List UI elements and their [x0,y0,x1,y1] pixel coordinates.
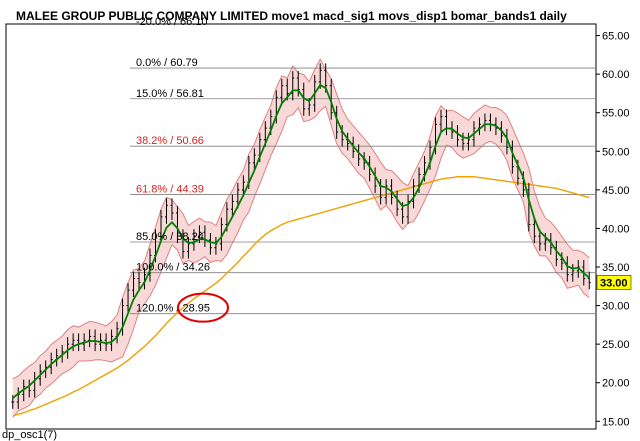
fib-label-2: 15.0% / 56.81 [136,88,204,100]
price-bar [230,194,234,217]
price-bar [208,233,212,255]
y-tick-label: 60.00 [602,69,630,81]
price-bar [126,283,130,313]
price-bar [532,217,536,244]
fib-label-6: 100.0% / 34.26 [136,262,210,274]
price-bar [252,148,256,170]
price-bar [587,271,591,290]
price-bar [175,206,179,244]
y-tick-label: 40.00 [602,223,630,235]
price-bar [110,329,114,352]
price-bar [137,271,141,290]
y-tick-label: 25.00 [602,339,630,351]
y-tick-label: 50.00 [602,146,630,158]
price-bar [384,179,388,205]
price-bar [412,179,416,209]
upper-band-line [12,58,590,380]
current-price-value: 33.00 [600,277,628,289]
price-bar [368,155,372,182]
fibonacci-labels: -20.0% / 66.10 0.0% / 60.79 15.0% / 56.81 3… [136,16,210,315]
short-moving-average [12,83,590,399]
short-ma-line [12,83,590,399]
price-bar [164,198,168,224]
current-price-tag: 33.00 [596,275,632,290]
price-bar [159,209,163,244]
price-bar [571,263,575,282]
long-ma-line [12,176,590,417]
fib-label-3: 38.2% / 50.66 [136,135,204,147]
y-tick-label: 35.00 [602,262,630,274]
y-tick-label: 45.00 [602,185,630,197]
price-bar [560,252,564,271]
fib-label-1: 0.0% / 60.79 [136,57,198,69]
y-tick-label: 30.00 [602,301,630,313]
current-price-background [596,275,632,290]
fib-label-0: -20.0% / 66.10 [136,16,208,28]
y-axis: 15.00 20.00 25.00 30.00 35.00 40.00 45.00 50.00… [596,31,630,428]
fib-label-7: 120.0% / 28.95 [136,303,210,315]
price-bar [406,194,410,224]
price-bar [329,78,333,120]
price-bar [132,271,136,298]
fib-label-5: 85.0% / 38.24 [136,231,204,243]
right-axis-background [596,24,640,429]
price-bar [71,333,75,352]
y-tick-label: 20.00 [602,378,630,390]
price-bar [538,229,542,251]
price-bar [192,229,196,251]
bollinger-bands [12,58,590,418]
y-tick-label: 15.00 [602,416,630,428]
indicator-panel-label: dp_osc1(7) [2,429,58,441]
fibonacci-lines [130,67,596,315]
y-tick-label: 65.00 [602,31,630,43]
price-bar [461,132,465,151]
price-bar [280,78,284,105]
annotation-circle [177,292,229,323]
price-bar [439,109,443,132]
annotation-ellipse [177,292,229,323]
price-bar [291,71,295,101]
price-bar [302,82,306,116]
price-bar [170,198,174,220]
price-bar [219,217,223,251]
long-moving-average [12,176,590,417]
y-tick-label: 55.00 [602,108,630,120]
lower-band-line [12,105,590,418]
chart-title: MALEE GROUP PUBLIC COMPANY LIMITED move1… [16,9,567,23]
fib-label-4: 61.8% / 44.39 [136,184,204,196]
price-bar [466,132,470,151]
price-bar [527,182,531,232]
